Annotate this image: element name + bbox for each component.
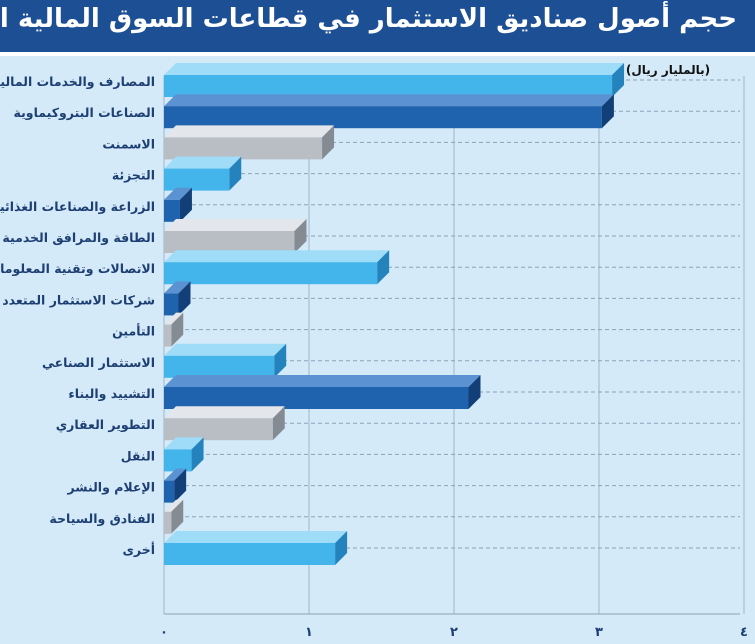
bar-top: [164, 437, 204, 450]
bar-top: [164, 250, 390, 263]
bar-side: [601, 94, 614, 129]
bar: [164, 168, 230, 191]
bar-side: [335, 531, 348, 565]
category-label: التطوير العقاري: [56, 417, 155, 432]
bar: [164, 543, 336, 565]
bar-top: [164, 375, 481, 387]
bar: [164, 75, 613, 97]
bar-top: [164, 63, 625, 75]
category-label: التجزئة: [112, 168, 155, 183]
bar-chart: المصارف والخدمات المالية الصناعات البتروك…: [0, 63, 748, 640]
bar-top: [164, 281, 191, 294]
category-label: الصناعات البتروكيماوية: [14, 105, 155, 120]
x-tick-label: ٣: [595, 625, 603, 640]
bar-top: [164, 156, 242, 169]
category-label: الطاقة والمرافق الخدمية: [2, 230, 155, 245]
category-label: شركات الاستثمار المتعدد: [2, 292, 155, 307]
chart-area: المصارف والخدمات المالية الصناعات البتروك…: [0, 56, 755, 644]
category-label: أخرى: [122, 541, 155, 557]
bar: [164, 355, 275, 378]
bar: [164, 106, 602, 129]
category-label: الزراعة والصناعات الغذائية: [0, 199, 155, 214]
bar-side: [191, 437, 204, 472]
x-tick-label: ٤: [740, 625, 748, 640]
bar: [164, 137, 323, 160]
x-tick-label: ٢: [450, 625, 458, 640]
bar: [164, 231, 295, 253]
bar-side: [468, 375, 481, 409]
bar-side: [174, 468, 187, 503]
bar-top: [164, 499, 184, 512]
bar-top: [164, 219, 307, 231]
unit-label: (بالمليار ريال): [626, 63, 710, 77]
bar: [164, 418, 273, 441]
category-label: الاستثمار الصناعي: [42, 355, 155, 370]
bar: [164, 480, 175, 503]
bar: [164, 511, 172, 534]
bar-side: [322, 125, 335, 160]
bar: [164, 449, 192, 472]
x-tick-label: ١: [305, 625, 313, 640]
bar: [164, 293, 179, 316]
bar-side: [612, 63, 625, 97]
category-label: النقل: [121, 448, 155, 463]
bar-side: [179, 187, 192, 222]
bar-side: [274, 343, 287, 378]
bar-top: [164, 312, 184, 325]
category-label: المصارف والخدمات المالية: [0, 74, 155, 89]
bar: [164, 199, 180, 222]
bar-top: [164, 94, 614, 107]
bar-top: [164, 125, 335, 138]
bar-top: [164, 468, 187, 481]
bar-top: [164, 187, 192, 200]
bar-side: [377, 250, 390, 285]
category-label: الفنادق والسياحة: [49, 511, 155, 526]
category-label: التأمين: [112, 323, 155, 339]
bar: [164, 387, 469, 409]
bar: [164, 262, 378, 285]
bar-side: [272, 406, 285, 441]
category-label: الاتصالات وتقنية المعلومات: [0, 261, 155, 276]
bar-side: [294, 219, 307, 253]
chart-title: حجم أصول صناديق الاستثمار في قطاعات السو…: [0, 4, 737, 34]
bar-side: [178, 281, 191, 316]
bar-side: [229, 156, 242, 191]
category-label: الاسمنت: [102, 136, 155, 151]
category-label: التشييد والبناء: [68, 386, 155, 401]
bar-top: [164, 343, 287, 356]
title-bar: حجم أصول صناديق الاستثمار في قطاعات السو…: [0, 0, 755, 52]
bar-side: [171, 312, 184, 347]
category-label: الإعلام والنشر: [67, 480, 155, 496]
bar: [164, 324, 172, 347]
bar-top: [164, 531, 348, 543]
bar-top: [164, 406, 285, 419]
bar-side: [171, 499, 184, 534]
x-tick-label: ٠: [160, 625, 168, 640]
